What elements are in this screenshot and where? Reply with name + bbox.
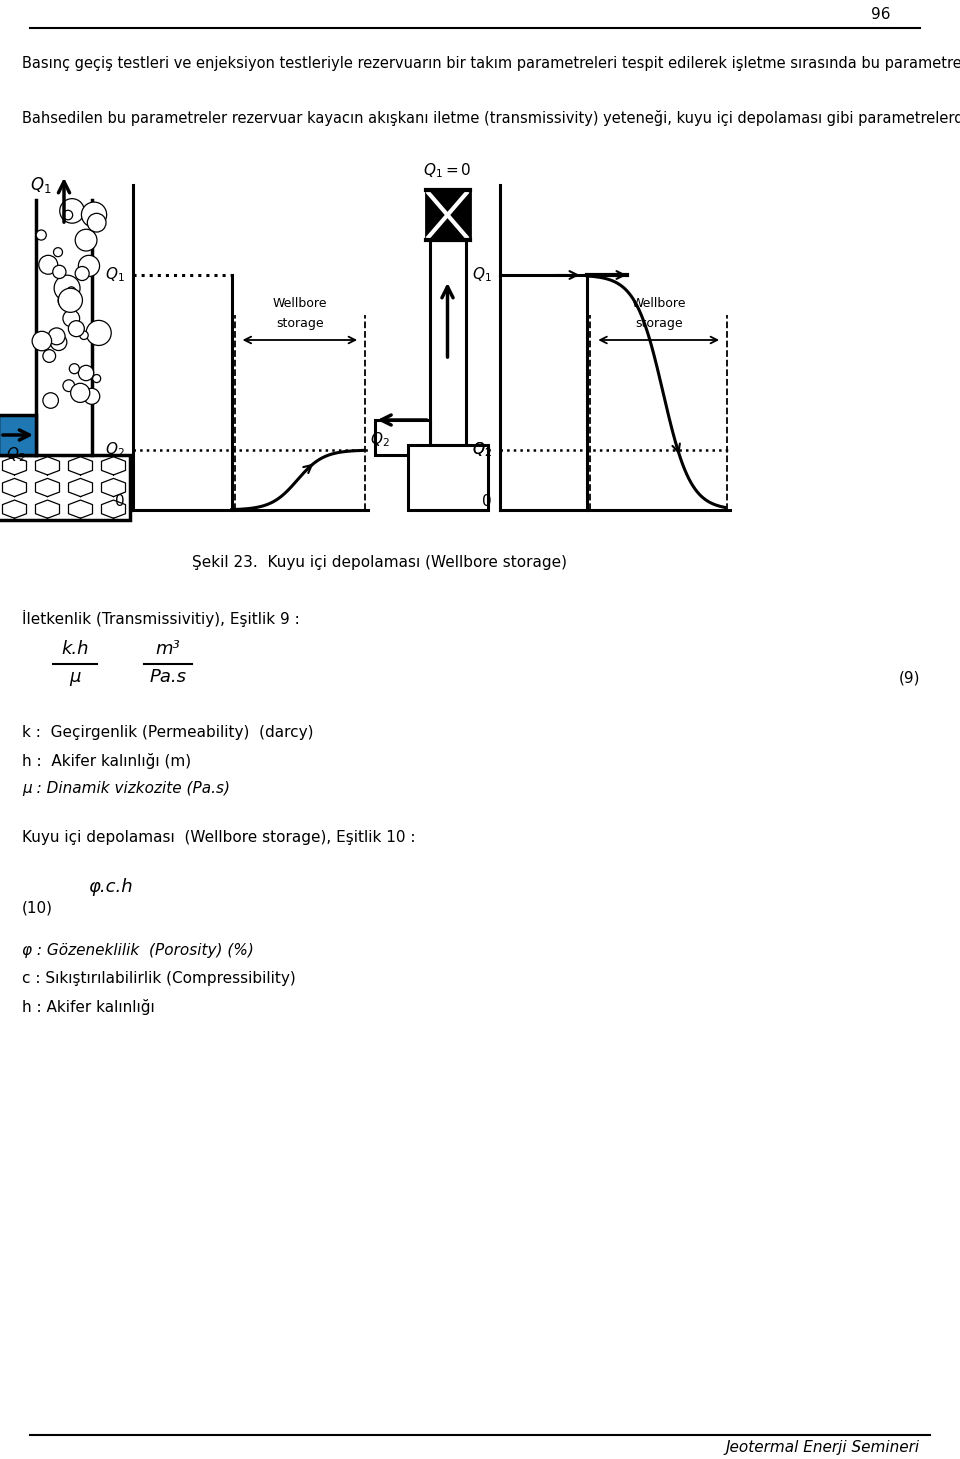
Circle shape xyxy=(63,379,75,391)
Circle shape xyxy=(43,350,56,362)
Circle shape xyxy=(59,289,83,312)
Text: h : Akifer kalınlığı: h : Akifer kalınlığı xyxy=(22,999,155,1015)
Text: Bahsedilen bu parametreler rezervuar kayacın akışkanı iletme (transmissivity) ye: Bahsedilen bu parametreler rezervuar kay… xyxy=(22,109,960,125)
Text: storage: storage xyxy=(276,317,324,330)
Text: φ : Gözeneklilik  (Porosity) (%): φ : Gözeneklilik (Porosity) (%) xyxy=(22,943,253,959)
Circle shape xyxy=(92,375,101,382)
Circle shape xyxy=(75,229,97,251)
Text: $Q_2$: $Q_2$ xyxy=(106,441,125,460)
Circle shape xyxy=(53,266,66,279)
Circle shape xyxy=(63,311,80,327)
Text: $Q_1=0$: $Q_1=0$ xyxy=(423,162,471,179)
Text: $Q_1$: $Q_1$ xyxy=(30,175,52,196)
Text: Jeotermal Enerji Semineri: Jeotermal Enerji Semineri xyxy=(726,1440,920,1455)
Text: Şekil 23.  Kuyu içi depolaması (Wellbore storage): Şekil 23. Kuyu içi depolaması (Wellbore … xyxy=(193,554,567,570)
Circle shape xyxy=(80,331,88,340)
Circle shape xyxy=(32,331,52,350)
Circle shape xyxy=(82,203,107,228)
Text: (9): (9) xyxy=(899,671,920,686)
Text: φ.c.h: φ.c.h xyxy=(87,878,132,896)
Circle shape xyxy=(54,248,62,257)
Circle shape xyxy=(69,363,80,374)
Circle shape xyxy=(43,392,59,409)
Circle shape xyxy=(79,255,100,277)
Text: μ: μ xyxy=(69,668,81,686)
Bar xyxy=(407,445,488,511)
Circle shape xyxy=(54,276,80,301)
Text: $Q_2$: $Q_2$ xyxy=(472,441,492,460)
Circle shape xyxy=(36,231,46,241)
Text: Pa.s: Pa.s xyxy=(150,668,186,686)
Circle shape xyxy=(60,198,84,223)
Text: k :  Geçirgenlik (Permeability)  (darcy): k : Geçirgenlik (Permeability) (darcy) xyxy=(22,725,314,740)
Text: Wellbore: Wellbore xyxy=(632,298,686,309)
Circle shape xyxy=(63,210,73,220)
Text: $Q_2$: $Q_2$ xyxy=(472,441,492,460)
Bar xyxy=(0,414,36,455)
Text: μ : Dinamik vizkozite (Pa.s): μ : Dinamik vizkozite (Pa.s) xyxy=(22,781,230,797)
Text: m³: m³ xyxy=(156,641,180,658)
Text: Basınç geçiş testleri ve enjeksiyon testleriyle rezervuarın bir takım parametrel: Basınç geçiş testleri ve enjeksiyon test… xyxy=(22,55,960,71)
Text: $Q_1$: $Q_1$ xyxy=(472,266,492,285)
Text: 0: 0 xyxy=(115,495,125,509)
Circle shape xyxy=(68,321,84,337)
Text: $Q_2$: $Q_2$ xyxy=(370,430,390,449)
Text: 96: 96 xyxy=(871,7,890,22)
Text: h :  Akifer kalınlığı (m): h : Akifer kalınlığı (m) xyxy=(22,753,191,769)
Bar xyxy=(374,420,429,455)
Text: $Q_1$: $Q_1$ xyxy=(106,266,125,285)
Circle shape xyxy=(84,388,100,404)
Text: İletkenlik (Transmissivitiy), Eşitlik 9 :: İletkenlik (Transmissivitiy), Eşitlik 9 … xyxy=(22,610,300,627)
Text: 0: 0 xyxy=(482,495,492,509)
Text: storage: storage xyxy=(635,317,683,330)
Bar xyxy=(429,239,466,445)
Circle shape xyxy=(87,213,106,232)
Text: (10): (10) xyxy=(22,900,53,915)
Text: Kuyu içi depolaması  (Wellbore storage), Eşitlik 10 :: Kuyu içi depolaması (Wellbore storage), … xyxy=(22,830,416,845)
Circle shape xyxy=(67,287,76,296)
Circle shape xyxy=(71,384,90,403)
Text: k.h: k.h xyxy=(61,641,88,658)
Bar xyxy=(425,190,469,239)
Text: $Q_2$: $Q_2$ xyxy=(6,445,26,464)
Circle shape xyxy=(58,293,73,308)
Circle shape xyxy=(79,365,94,381)
Circle shape xyxy=(86,321,111,346)
Text: Wellbore: Wellbore xyxy=(273,298,327,309)
Bar xyxy=(0,455,130,519)
Text: c : Sıkıştırılabilirlik (Compressibility): c : Sıkıştırılabilirlik (Compressibility… xyxy=(22,972,296,986)
Circle shape xyxy=(48,328,65,344)
Circle shape xyxy=(50,334,67,350)
Circle shape xyxy=(75,267,89,280)
Circle shape xyxy=(38,255,58,274)
